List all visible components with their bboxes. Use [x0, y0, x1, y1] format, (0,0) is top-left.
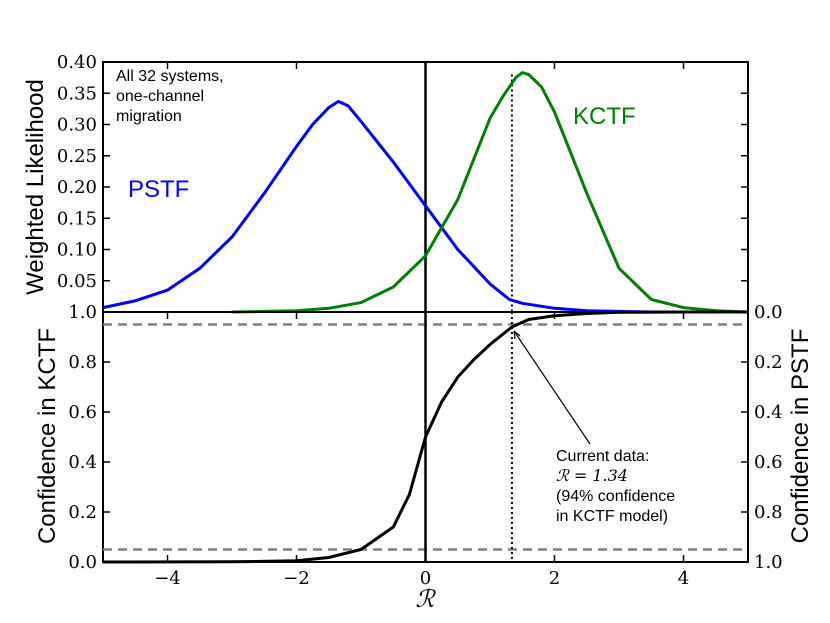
- x-tick-label: 4: [678, 568, 689, 589]
- bottom-right-y-tick-label: 0.2: [754, 352, 783, 373]
- current-data-line-2: ℛ = 1.34: [556, 466, 628, 485]
- bottom-right-y-tick-label: 0.8: [754, 502, 783, 523]
- bottom-right-y-tick-label: 1.0: [754, 552, 783, 573]
- bottom-right-y-tick-label: 0.6: [754, 452, 783, 473]
- pstf-label: PSTF: [128, 176, 189, 203]
- bottom-y-tick-label: 0.6: [68, 402, 97, 423]
- x-tick-label: 0: [420, 568, 431, 589]
- systems-annotation-line-1: All 32 systems,: [116, 68, 224, 85]
- x-tick-label: −2: [283, 568, 310, 589]
- bottom-y-tick-label: 0.4: [68, 452, 97, 473]
- bottom-left-y-axis-label: Confidence in KCTF: [34, 328, 61, 544]
- top-y-axis-label: Weighted Likelihood: [22, 79, 49, 295]
- bottom-right-y-axis-label: Confidence in PSTF: [787, 329, 814, 544]
- bottom-right-y-axis: 1.0 0.8 0.6 0.4 0.2 0.0: [741, 302, 783, 573]
- current-data-line-4: in KCTF model): [556, 508, 668, 525]
- top-y-tick-label: 0.05: [57, 271, 97, 292]
- x-axis: −4 −2 0 2 4: [154, 312, 689, 589]
- top-y-tick-label: 0.10: [57, 240, 97, 261]
- kctf-label: KCTF: [573, 103, 636, 130]
- annotation-arrowhead: [513, 330, 521, 340]
- x-axis-label: ℛ: [415, 585, 436, 613]
- top-y-tick-label: 0.40: [57, 52, 97, 73]
- x-tick-label: −4: [154, 568, 181, 589]
- bottom-right-y-tick-label: 0.0: [754, 302, 783, 323]
- confidence-panel: 0.0 0.2 0.4 0.6 0.8 1.0 1.0 0.8 0.6 0.4 0.2 0.0 −4…: [34, 302, 814, 613]
- systems-annotation-line-2: one-channel: [116, 88, 204, 105]
- confidence-curve: [102, 310, 748, 564]
- top-y-tick-label: 0.35: [57, 83, 97, 104]
- current-data-line-3: (94% confidence: [556, 488, 675, 505]
- likelihood-panel: 0.05 0.10 0.15 0.20 0.25 0.30 0.35 0.40 All 32 …: [22, 52, 749, 314]
- top-y-axis: 0.05 0.10 0.15 0.20 0.25 0.30 0.35 0.40: [57, 52, 748, 292]
- systems-annotation-line-3: migration: [116, 108, 182, 125]
- kctf-likelihood-curve: [231, 70, 749, 314]
- bottom-y-tick-label: 1.0: [68, 302, 97, 323]
- x-tick-label: 2: [549, 568, 560, 589]
- current-data-line-1: Current data:: [556, 448, 649, 465]
- top-y-tick-label: 0.30: [57, 115, 97, 136]
- bottom-y-tick-label: 0.2: [68, 502, 97, 523]
- top-y-tick-label: 0.20: [57, 177, 97, 198]
- top-y-tick-label: 0.15: [57, 208, 97, 229]
- top-y-tick-label: 0.25: [57, 146, 97, 167]
- bottom-y-tick-label: 0.0: [68, 552, 97, 573]
- bottom-right-y-tick-label: 0.4: [754, 402, 783, 423]
- annotation-arrow: [513, 330, 591, 445]
- bottom-y-tick-label: 0.8: [68, 352, 97, 373]
- pstf-likelihood-curve: [102, 99, 684, 314]
